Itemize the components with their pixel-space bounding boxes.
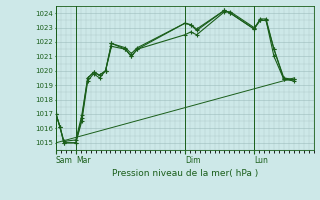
X-axis label: Pression niveau de la mer( hPa ): Pression niveau de la mer( hPa ) xyxy=(112,169,258,178)
